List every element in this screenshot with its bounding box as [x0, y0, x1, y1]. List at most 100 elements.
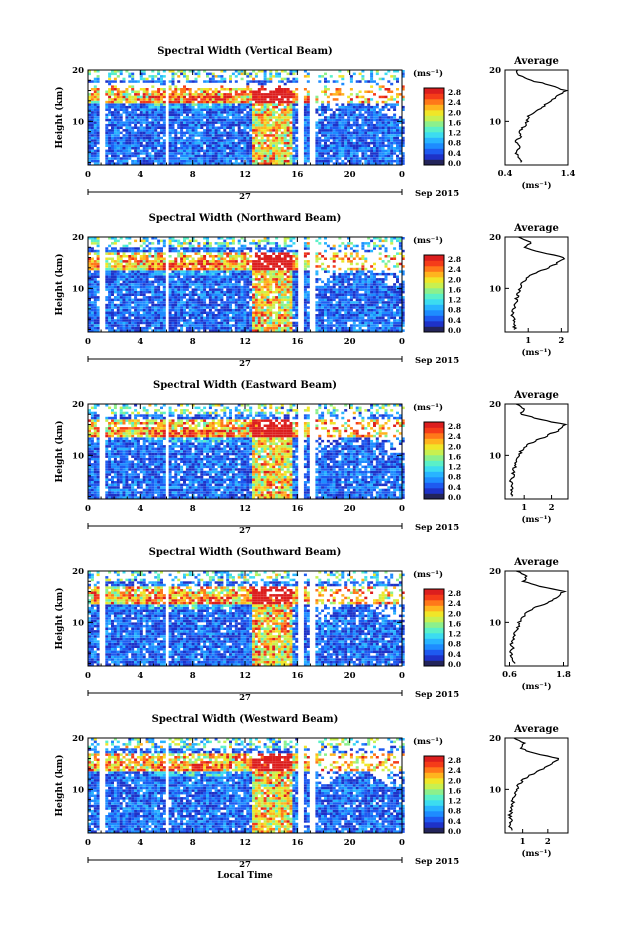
heatmap-cell [168, 111, 172, 114]
heatmap-cell [289, 157, 293, 160]
heatmap-cell [229, 139, 232, 142]
heatmap-cell [96, 113, 100, 117]
heatmap-cell [401, 129, 405, 132]
heatmap-cell [398, 116, 402, 119]
colorbar-tick-label: 2.0 [448, 108, 461, 117]
heatmap-cell [243, 275, 247, 278]
heatmap-cell [355, 103, 359, 106]
heatmap-cell [332, 116, 336, 119]
heatmap-cell [280, 123, 284, 127]
heatmap-cell [177, 100, 181, 104]
heatmap-cell [324, 77, 327, 81]
heatmap-cell [183, 252, 186, 255]
heatmap-cell [229, 298, 232, 302]
heatmap-cell [188, 249, 192, 253]
heatmap-cell [206, 118, 209, 122]
heatmap-cell [88, 131, 91, 135]
heatmap-cell [105, 157, 109, 160]
heatmap-cell [194, 152, 198, 155]
heatmap-cell [177, 157, 181, 160]
heatmap-cell [122, 252, 126, 255]
colorbar-unit: (ms⁻¹) [413, 68, 443, 79]
heatmap-cell [131, 98, 135, 101]
heatmap-cell [229, 303, 232, 307]
heatmap-cell [168, 159, 172, 163]
heatmap-cell [142, 70, 146, 73]
heatmap-cell [139, 314, 143, 317]
heatmap-cell [326, 116, 330, 119]
heatmap-cell [197, 75, 201, 78]
heatmap-cell [393, 75, 397, 78]
heatmap-cell [280, 95, 284, 99]
heatmap-cell [183, 285, 186, 289]
heatmap-cell [108, 303, 112, 307]
heatmap-cell [381, 159, 385, 163]
heatmap-cell [321, 103, 325, 106]
heatmap-cell [125, 152, 129, 155]
heatmap-cell [217, 100, 221, 104]
heatmap-cell [260, 311, 264, 314]
heatmap-cell [151, 296, 155, 299]
heatmap-cell [257, 126, 261, 129]
heatmap-cell [125, 272, 129, 276]
profile-title: Average [513, 56, 559, 67]
heatmap-cell [88, 70, 91, 73]
heatmap-cell [160, 154, 163, 158]
heatmap-cell [183, 108, 186, 111]
heatmap-cell [142, 303, 146, 307]
heatmap-cell [234, 252, 238, 255]
profile-x-tick-label: 1.4 [561, 169, 576, 179]
heatmap-cell [361, 144, 365, 147]
heatmap-cell [208, 285, 212, 289]
heatmap-cell [108, 319, 112, 322]
heatmap-cell [375, 131, 379, 135]
heatmap-cell [257, 293, 261, 296]
heatmap-cell [185, 98, 189, 101]
heatmap-cell [142, 260, 146, 263]
heatmap-cell [171, 162, 175, 165]
heatmap-cell [171, 154, 175, 158]
heatmap-cell [223, 141, 227, 145]
heatmap-cell [223, 272, 227, 276]
heatmap-cell [148, 157, 152, 160]
heatmap-cell [338, 118, 342, 122]
heatmap-cell [174, 116, 178, 119]
heatmap-cell [162, 283, 166, 286]
heatmap-cell [185, 285, 189, 289]
heatmap-cell [151, 118, 155, 122]
heatmap-cell [188, 329, 192, 332]
heatmap-cell [398, 147, 402, 150]
heatmap-cell [352, 123, 356, 127]
heatmap-cell [131, 326, 135, 330]
heatmap-cell [134, 329, 138, 332]
heatmap-cell [387, 152, 391, 155]
heatmap-cell [174, 303, 178, 307]
heatmap-cell [272, 75, 276, 78]
heatmap-cell [226, 126, 230, 129]
heatmap-cell [254, 306, 258, 309]
heatmap-cell [396, 129, 399, 132]
heatmap-cell [384, 154, 388, 158]
heatmap-cell [96, 149, 100, 153]
heatmap-cell [136, 270, 140, 273]
heatmap-cell [332, 131, 336, 135]
heatmap-cell [387, 149, 391, 153]
heatmap-cell [283, 93, 287, 96]
heatmap-cell [131, 306, 135, 309]
heatmap-cell [229, 267, 232, 271]
heatmap-cell [246, 95, 250, 99]
heatmap-cell [128, 85, 132, 88]
heatmap-cell [148, 298, 152, 302]
heatmap-cell [171, 314, 175, 317]
heatmap-cell [171, 321, 175, 325]
heatmap-cell [96, 129, 100, 132]
heatmap-cell [113, 131, 117, 135]
heatmap-cell [200, 157, 204, 160]
heatmap-cell [286, 111, 290, 114]
heatmap-cell [341, 75, 345, 78]
heatmap-cell [134, 162, 138, 165]
heatmap-cell [208, 278, 212, 281]
heatmap-cell [347, 118, 351, 122]
heatmap-cell [367, 105, 371, 109]
heatmap-cell [116, 134, 120, 137]
